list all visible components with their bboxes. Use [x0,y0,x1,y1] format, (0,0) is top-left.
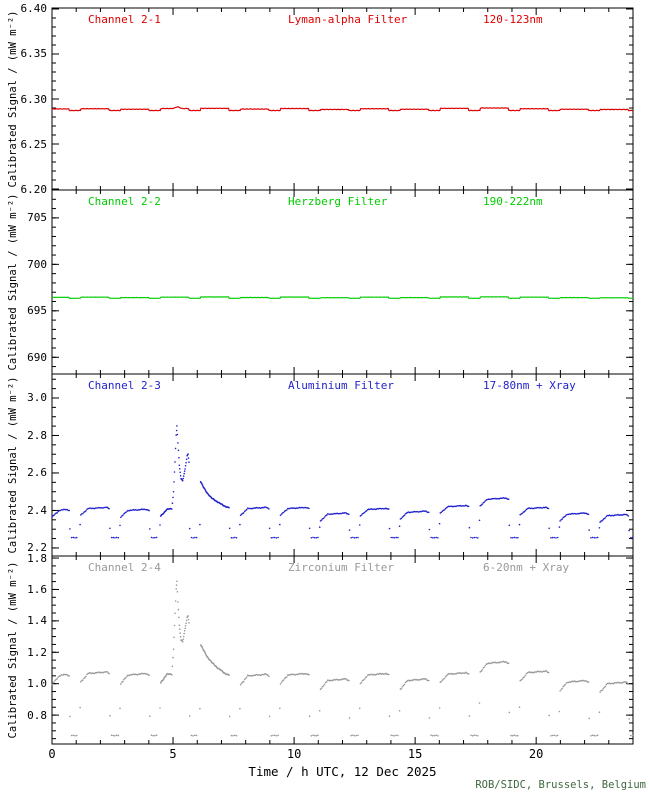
ytick-label: 1.6 [27,582,47,596]
ytick-label: 3.0 [27,391,47,405]
credit-footer: ROB/SIDC, Brussels, Belgium [475,779,646,791]
ytick-label: 1.0 [27,677,47,691]
ytick-label: 6.20 [20,182,48,196]
panel3-filter-label: Aluminium Filter [288,379,394,392]
xtick-label: 10 [286,747,302,761]
ytick-label: 695 [27,304,47,318]
ytick-label: 2.4 [27,503,47,517]
panel3-band-label: 17-80nm + Xray [483,379,576,392]
panel3-axes [51,373,634,557]
xtick-label: 20 [528,747,544,761]
ytick-label: 6.40 [20,2,48,16]
ytick-label: 2.2 [27,541,47,555]
panel4-filter-label: Zirconium Filter [288,561,394,574]
ytick-label: 2.8 [27,428,47,442]
ytick-label: 705 [27,211,47,225]
x-axis-label: Time / h UTC, 12 Dec 2025 [248,764,437,779]
panel3-channel-label: Channel 2-3 [88,379,161,392]
ytick-label: 1.8 [27,551,47,565]
ytick-label: 2.6 [27,466,47,480]
panel2-series [51,296,634,300]
ytick-label: 6.30 [20,92,48,106]
ytick-label: 0.8 [27,708,47,722]
ytick-label: 6.25 [20,137,48,151]
ytick-label: 690 [27,350,47,364]
panel2-channel-label: Channel 2-2 [88,195,161,208]
panel4-channel-label: Channel 2-4 [88,561,161,574]
xtick-label: 5 [169,747,177,761]
panel1-filter-label: Lyman-alpha Filter [288,13,408,26]
panel4-series [51,580,634,737]
panel1-series [51,106,634,112]
panel3-series [51,425,634,539]
ytick-label: 6.35 [20,47,48,61]
panel1-axes [51,7,634,191]
ytick-label: 1.2 [27,645,47,659]
ytick-label: 700 [27,257,47,271]
panel2-axes [51,189,634,375]
panel4-band-label: 6-20nm + Xray [483,561,570,574]
xtick-label: 0 [48,747,56,761]
panel1-band-label: 120-123nm [483,13,543,26]
panel1-channel-label: Channel 2-1 [88,13,161,26]
ytick-label: 1.4 [27,614,47,628]
xtick-label: 15 [407,747,423,761]
panel4-axes [51,555,634,745]
panel2-filter-label: Herzberg Filter [288,195,388,208]
panel2-band-label: 190-222nm [483,195,543,208]
